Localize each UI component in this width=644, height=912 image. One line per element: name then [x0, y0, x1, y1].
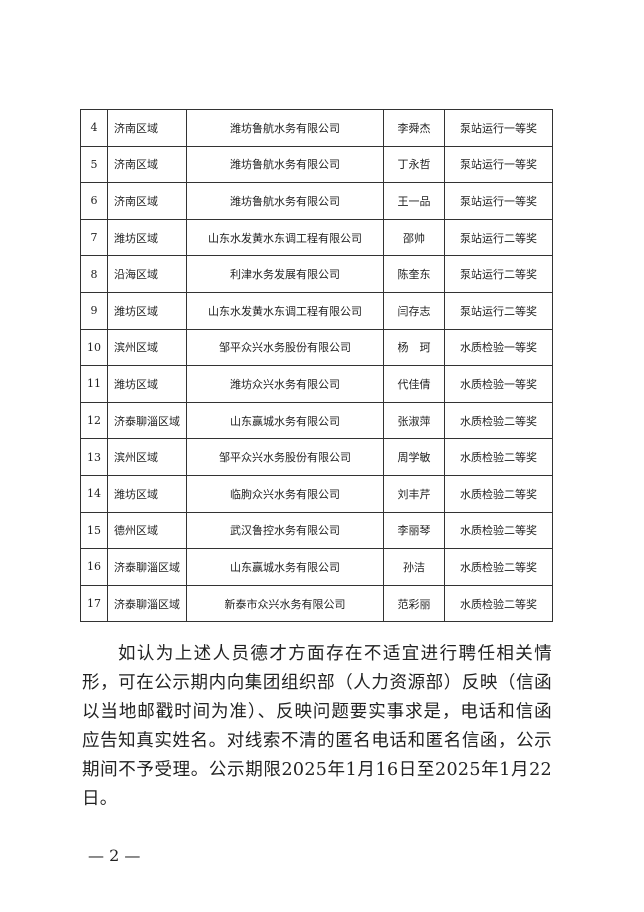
- company: 山东水发黄水东调工程有限公司: [186, 218, 384, 257]
- region: 济泰聊淄区域: [107, 401, 187, 440]
- table-row: 14 潍坊区域 临朐众兴水务有限公司 刘丰芹 水质检验二等奖: [80, 474, 553, 513]
- award-table: 4 济南区域 潍坊鲁航水务有限公司 李舜杰 泵站运行一等奖 5 济南区域 潍坊鲁航水务有限公司…: [80, 109, 553, 623]
- table-row: 9 潍坊区域 山东水发黄水东调工程有限公司 闫存志 泵站运行二等奖: [80, 291, 553, 330]
- award: 水质检验一等奖: [444, 328, 553, 367]
- company: 邹平众兴水务股份有限公司: [186, 328, 384, 367]
- table-row: 17 济泰聊淄区域 新泰市众兴水务有限公司 范彩丽 水质检验二等奖: [80, 584, 553, 623]
- row-number: 6: [80, 182, 108, 220]
- person-name: 闫存志: [383, 291, 445, 330]
- award: 水质检验二等奖: [444, 548, 553, 586]
- table-row: 15 德州区域 武汉鲁控水务有限公司 李丽琴 水质检验二等奖: [80, 511, 553, 550]
- row-number: 12: [80, 401, 108, 440]
- person-name: 周学敏: [383, 438, 445, 476]
- company: 临朐众兴水务有限公司: [186, 474, 384, 513]
- person-name: 李舜杰: [383, 109, 445, 147]
- company: 利津水务发展有限公司: [186, 255, 384, 293]
- table-row: 7 潍坊区域 山东水发黄水东调工程有限公司 邵帅 泵站运行二等奖: [80, 218, 553, 257]
- region: 滨州区域: [107, 438, 187, 476]
- region: 潍坊区域: [107, 365, 187, 403]
- person-name: 杨 珂: [383, 328, 445, 367]
- table-row: 8 沿海区域 利津水务发展有限公司 陈奎东 泵站运行二等奖: [80, 255, 553, 293]
- table-row: 4 济南区域 潍坊鲁航水务有限公司 李舜杰 泵站运行一等奖: [80, 109, 553, 147]
- award: 泵站运行二等奖: [444, 255, 553, 293]
- table-row: 6 济南区域 潍坊鲁航水务有限公司 王一品 泵站运行一等奖: [80, 182, 553, 220]
- company: 山东赢城水务有限公司: [186, 548, 384, 586]
- row-number: 5: [80, 145, 108, 184]
- award: 水质检验二等奖: [444, 474, 553, 513]
- row-number: 17: [80, 584, 108, 623]
- company: 潍坊众兴水务有限公司: [186, 365, 384, 403]
- row-number: 13: [80, 438, 108, 476]
- person-name: 邵帅: [383, 218, 445, 257]
- award: 水质检验二等奖: [444, 401, 553, 440]
- region: 潍坊区域: [107, 474, 187, 513]
- region: 德州区域: [107, 511, 187, 550]
- award: 水质检验二等奖: [444, 584, 553, 623]
- region: 潍坊区域: [107, 218, 187, 257]
- region: 济泰聊淄区域: [107, 548, 187, 586]
- person-name: 李丽琴: [383, 511, 445, 550]
- company: 邹平众兴水务股份有限公司: [186, 438, 384, 476]
- person-name: 刘丰芹: [383, 474, 445, 513]
- row-number: 4: [80, 109, 108, 147]
- region: 济南区域: [107, 109, 187, 147]
- award: 水质检验二等奖: [444, 438, 553, 476]
- award: 水质检验一等奖: [444, 365, 553, 403]
- region: 济南区域: [107, 145, 187, 184]
- table-row: 12 济泰聊淄区域 山东赢城水务有限公司 张淑萍 水质检验二等奖: [80, 401, 553, 440]
- region: 潍坊区域: [107, 291, 187, 330]
- award: 泵站运行一等奖: [444, 145, 553, 184]
- company: 潍坊鲁航水务有限公司: [186, 182, 384, 220]
- company: 潍坊鲁航水务有限公司: [186, 145, 384, 184]
- person-name: 范彩丽: [383, 584, 445, 623]
- person-name: 王一品: [383, 182, 445, 220]
- row-number: 10: [80, 328, 108, 367]
- row-number: 14: [80, 474, 108, 513]
- award: 水质检验二等奖: [444, 511, 553, 550]
- region: 济泰聊淄区域: [107, 584, 187, 623]
- person-name: 陈奎东: [383, 255, 445, 293]
- company: 潍坊鲁航水务有限公司: [186, 109, 384, 147]
- company: 山东赢城水务有限公司: [186, 401, 384, 440]
- company: 新泰市众兴水务有限公司: [186, 584, 384, 623]
- person-name: 丁永哲: [383, 145, 445, 184]
- region: 沿海区域: [107, 255, 187, 293]
- row-number: 15: [80, 511, 108, 550]
- table-row: 16 济泰聊淄区域 山东赢城水务有限公司 孙洁 水质检验二等奖: [80, 548, 553, 586]
- company: 武汉鲁控水务有限公司: [186, 511, 384, 550]
- award: 泵站运行二等奖: [444, 291, 553, 330]
- table-row: 10 滨州区域 邹平众兴水务股份有限公司杨 珂水质检验一等奖: [80, 328, 553, 367]
- person-name: 孙洁: [383, 548, 445, 586]
- row-number: 16: [80, 548, 108, 586]
- award: 泵站运行一等奖: [444, 182, 553, 220]
- award: 泵站运行一等奖: [444, 109, 553, 147]
- table-row: 11 潍坊区域 潍坊众兴水务有限公司 代佳倩 水质检验一等奖: [80, 365, 553, 403]
- notice-paragraph: 如认为上述人员德才方面存在不适宜进行聘任相关情形，可在公示期内向集团组织部（人力…: [82, 644, 552, 809]
- page-number: — 2 —: [88, 846, 141, 865]
- company: 山东水发黄水东调工程有限公司: [186, 291, 384, 330]
- row-number: 9: [80, 291, 108, 330]
- person-name: 张淑萍: [383, 401, 445, 440]
- region: 济南区域: [107, 182, 187, 220]
- row-number: 7: [80, 218, 108, 257]
- row-number: 11: [80, 365, 108, 403]
- table-row: 13 滨州区域 邹平众兴水务股份有限公司 周学敏 水质检验二等奖: [80, 438, 553, 476]
- table-row: 5 济南区域 潍坊鲁航水务有限公司 丁永哲 泵站运行一等奖: [80, 145, 553, 184]
- row-number: 8: [80, 255, 108, 293]
- region: 滨州区域: [107, 328, 187, 367]
- person-name: 代佳倩: [383, 365, 445, 403]
- award: 泵站运行二等奖: [444, 218, 553, 257]
